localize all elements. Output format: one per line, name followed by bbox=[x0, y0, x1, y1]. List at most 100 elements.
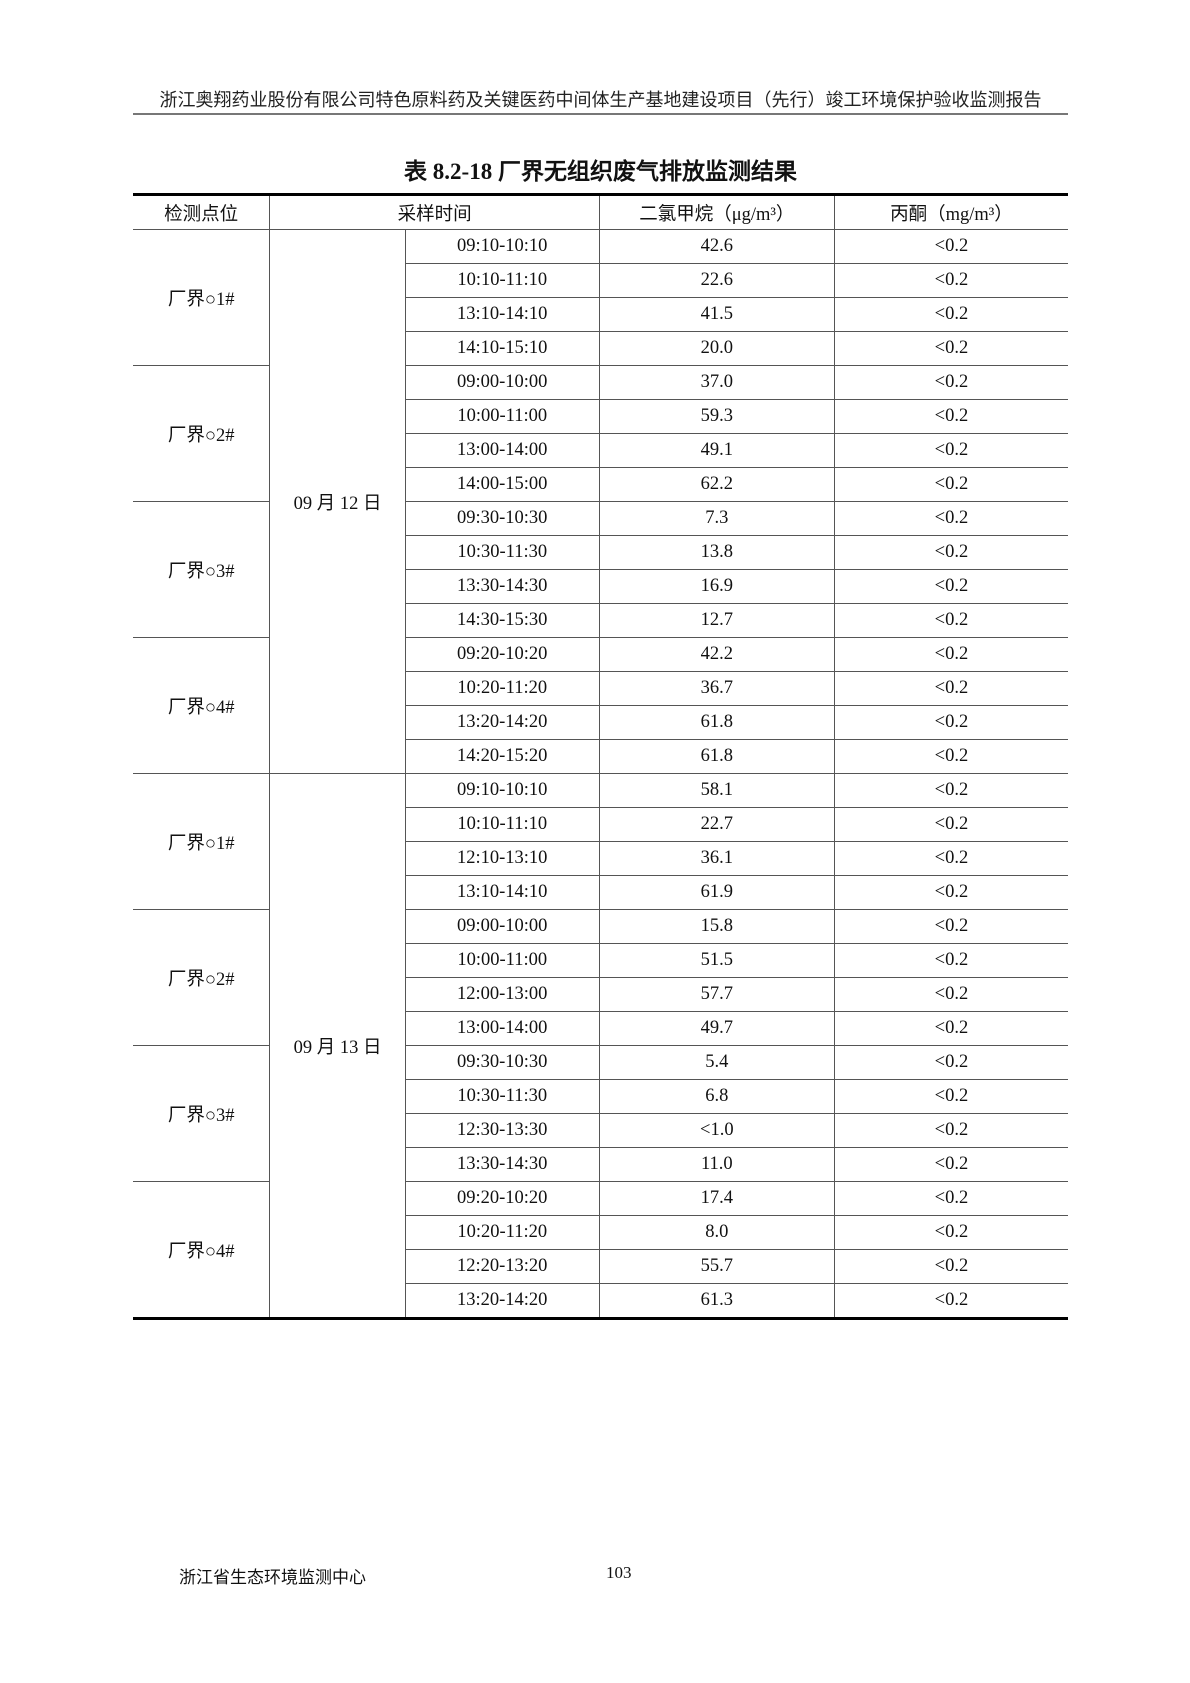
acetone-cell: <0.2 bbox=[833, 297, 1068, 332]
time-cell: 09:10-10:10 bbox=[404, 229, 600, 264]
time-cell: 14:30-15:30 bbox=[405, 603, 600, 638]
acetone-cell: <0.2 bbox=[833, 1215, 1068, 1250]
time-cell: 12:00-13:00 bbox=[405, 977, 600, 1012]
acetone-cell: <0.2 bbox=[833, 399, 1068, 434]
dichloromethane-cell: 15.8 bbox=[598, 909, 835, 944]
dichloromethane-cell: 11.0 bbox=[598, 1147, 835, 1182]
time-cell: 09:20-10:20 bbox=[404, 1181, 600, 1216]
column-header: 采样时间 bbox=[269, 194, 600, 230]
acetone-cell: <0.2 bbox=[833, 433, 1068, 468]
time-cell: 12:10-13:10 bbox=[405, 841, 600, 876]
time-cell: 12:30-13:30 bbox=[405, 1113, 600, 1148]
dichloromethane-cell: 7.3 bbox=[598, 501, 835, 536]
column-header: 丙酮（mg/m³） bbox=[833, 194, 1068, 230]
table-row: 13:00-14:00 49.7 <0.2 bbox=[133, 1011, 1068, 1046]
dichloromethane-cell: 41.5 bbox=[598, 297, 835, 332]
table-row: 13:10-14:10 61.9 <0.2 bbox=[133, 875, 1068, 910]
dichloromethane-cell: 37.0 bbox=[598, 365, 835, 400]
time-cell: 10:30-11:30 bbox=[405, 1079, 600, 1114]
time-cell: 09:00-10:00 bbox=[404, 909, 600, 944]
point-cell: 厂界○2# bbox=[133, 909, 271, 1046]
dichloromethane-cell: 51.5 bbox=[598, 943, 835, 978]
dichloromethane-cell: 61.3 bbox=[598, 1283, 835, 1319]
point-cell: 厂界○2# bbox=[133, 365, 271, 502]
time-cell: 13:20-14:20 bbox=[405, 1283, 600, 1319]
table-row: 10:30-11:30 6.8 <0.2 bbox=[133, 1079, 1068, 1114]
table-title: 表 8.2-18 厂界无组织废气排放监测结果 bbox=[404, 159, 797, 184]
dichloromethane-cell: 36.7 bbox=[598, 671, 835, 706]
acetone-cell: <0.2 bbox=[833, 1079, 1068, 1114]
acetone-cell: <0.2 bbox=[833, 1011, 1068, 1046]
acetone-cell: <0.2 bbox=[833, 807, 1068, 842]
table-row: 13:10-14:10 41.5 <0.2 bbox=[133, 297, 1068, 332]
table-row: 13:30-14:30 11.0 <0.2 bbox=[133, 1147, 1068, 1182]
table-row: 13:30-14:30 16.9 <0.2 bbox=[133, 569, 1068, 604]
acetone-cell: <0.2 bbox=[833, 739, 1068, 774]
dichloromethane-cell: 59.3 bbox=[598, 399, 835, 434]
dichloromethane-cell: 16.9 bbox=[598, 569, 835, 604]
acetone-cell: <0.2 bbox=[833, 263, 1068, 298]
column-header: 二氯甲烷（μg/m³） bbox=[598, 194, 835, 230]
table-row: 厂界○3# 09:30-10:30 7.3 <0.2 bbox=[133, 501, 1068, 638]
dichloromethane-cell: 61.9 bbox=[598, 875, 835, 910]
dichloromethane-cell: 42.6 bbox=[598, 229, 835, 264]
acetone-cell: <0.2 bbox=[833, 331, 1068, 366]
table-header-row: 检测点位 采样时间 二氯甲烷（μg/m³） 丙酮（mg/m³） bbox=[133, 194, 1068, 230]
dichloromethane-cell: 55.7 bbox=[598, 1249, 835, 1284]
time-cell: 10:30-11:30 bbox=[405, 535, 600, 570]
acetone-cell: <0.2 bbox=[833, 467, 1068, 502]
table-row: 厂界○3# 09:30-10:30 5.4 <0.2 bbox=[133, 1045, 1068, 1182]
table-row: 厂界○4# 09:20-10:20 42.2 <0.2 bbox=[133, 637, 1068, 774]
acetone-cell: <0.2 bbox=[833, 1113, 1068, 1148]
date-cell: 09 月 13 日 bbox=[269, 773, 406, 1319]
table-row: 12:20-13:20 55.7 <0.2 bbox=[133, 1249, 1068, 1284]
time-cell: 09:30-10:30 bbox=[404, 1045, 600, 1080]
acetone-cell: <0.2 bbox=[833, 1249, 1068, 1284]
acetone-cell: <0.2 bbox=[833, 501, 1068, 536]
time-cell: 13:30-14:30 bbox=[405, 1147, 600, 1182]
point-cell: 厂界○4# bbox=[133, 1181, 271, 1319]
dichloromethane-cell: 58.1 bbox=[598, 773, 835, 808]
table-row: 厂界○4# 09:20-10:20 17.4 <0.2 bbox=[133, 1181, 1068, 1319]
table-row: 10:20-11:20 8.0 <0.2 bbox=[133, 1215, 1068, 1250]
dichloromethane-cell: 61.8 bbox=[598, 739, 835, 774]
dichloromethane-cell: 57.7 bbox=[598, 977, 835, 1012]
dichloromethane-cell: 22.6 bbox=[598, 263, 835, 298]
table-row: 10:10-11:10 22.7 <0.2 bbox=[133, 807, 1068, 842]
running-header: 浙江奥翔药业股份有限公司特色原料药及关键医药中间体生产基地建设项目（先行）竣工环… bbox=[159, 90, 1042, 110]
time-cell: 10:20-11:20 bbox=[405, 671, 600, 706]
column-header: 检测点位 bbox=[133, 194, 271, 230]
dichloromethane-cell: 42.2 bbox=[598, 637, 835, 672]
acetone-cell: <0.2 bbox=[833, 637, 1068, 672]
dichloromethane-cell: <1.0 bbox=[598, 1113, 835, 1148]
point-cell: 厂界○1# bbox=[133, 773, 271, 910]
acetone-cell: <0.2 bbox=[833, 875, 1068, 910]
acetone-cell: <0.2 bbox=[833, 569, 1068, 604]
acetone-cell: <0.2 bbox=[833, 841, 1068, 876]
time-cell: 09:30-10:30 bbox=[404, 501, 600, 536]
table-row: 厂界○1# 09 月 13 日 09:10-10:10 58.1 <0.2 bbox=[133, 773, 1068, 1319]
dichloromethane-cell: 62.2 bbox=[598, 467, 835, 502]
acetone-cell: <0.2 bbox=[833, 1181, 1068, 1216]
time-cell: 09:20-10:20 bbox=[404, 637, 600, 672]
time-cell: 13:10-14:10 bbox=[405, 875, 600, 910]
table-row: 厂界○2# 09:00-10:00 15.8 <0.2 bbox=[133, 909, 1068, 1046]
point-cell: 厂界○3# bbox=[133, 1045, 271, 1182]
point-cell: 厂界○3# bbox=[133, 501, 271, 638]
time-cell: 13:00-14:00 bbox=[405, 433, 600, 468]
acetone-cell: <0.2 bbox=[833, 365, 1068, 400]
dichloromethane-cell: 22.7 bbox=[598, 807, 835, 842]
table-row: 10:30-11:30 13.8 <0.2 bbox=[133, 535, 1068, 570]
point-cell: 厂界○4# bbox=[133, 637, 271, 774]
footer-organization: 浙江省生态环境监测中心 bbox=[179, 1568, 366, 1587]
monitoring-results-table: 检测点位 采样时间 二氯甲烷（μg/m³） 丙酮（mg/m³） 厂界○1# 09 … bbox=[133, 193, 1068, 1320]
table-row: 13:20-14:20 61.3 <0.2 bbox=[133, 1283, 1068, 1319]
dichloromethane-cell: 49.7 bbox=[598, 1011, 835, 1046]
table-row: 10:10-11:10 22.6 <0.2 bbox=[133, 263, 1068, 298]
table-row: 12:30-13:30 <1.0 <0.2 bbox=[133, 1113, 1068, 1148]
acetone-cell: <0.2 bbox=[833, 773, 1068, 808]
point-cell: 厂界○1# bbox=[133, 229, 271, 366]
acetone-cell: <0.2 bbox=[833, 671, 1068, 706]
dichloromethane-cell: 13.8 bbox=[598, 535, 835, 570]
table-row: 厂界○1# 09 月 12 日 09:10-10:10 42.6 <0.2 bbox=[133, 229, 1068, 774]
